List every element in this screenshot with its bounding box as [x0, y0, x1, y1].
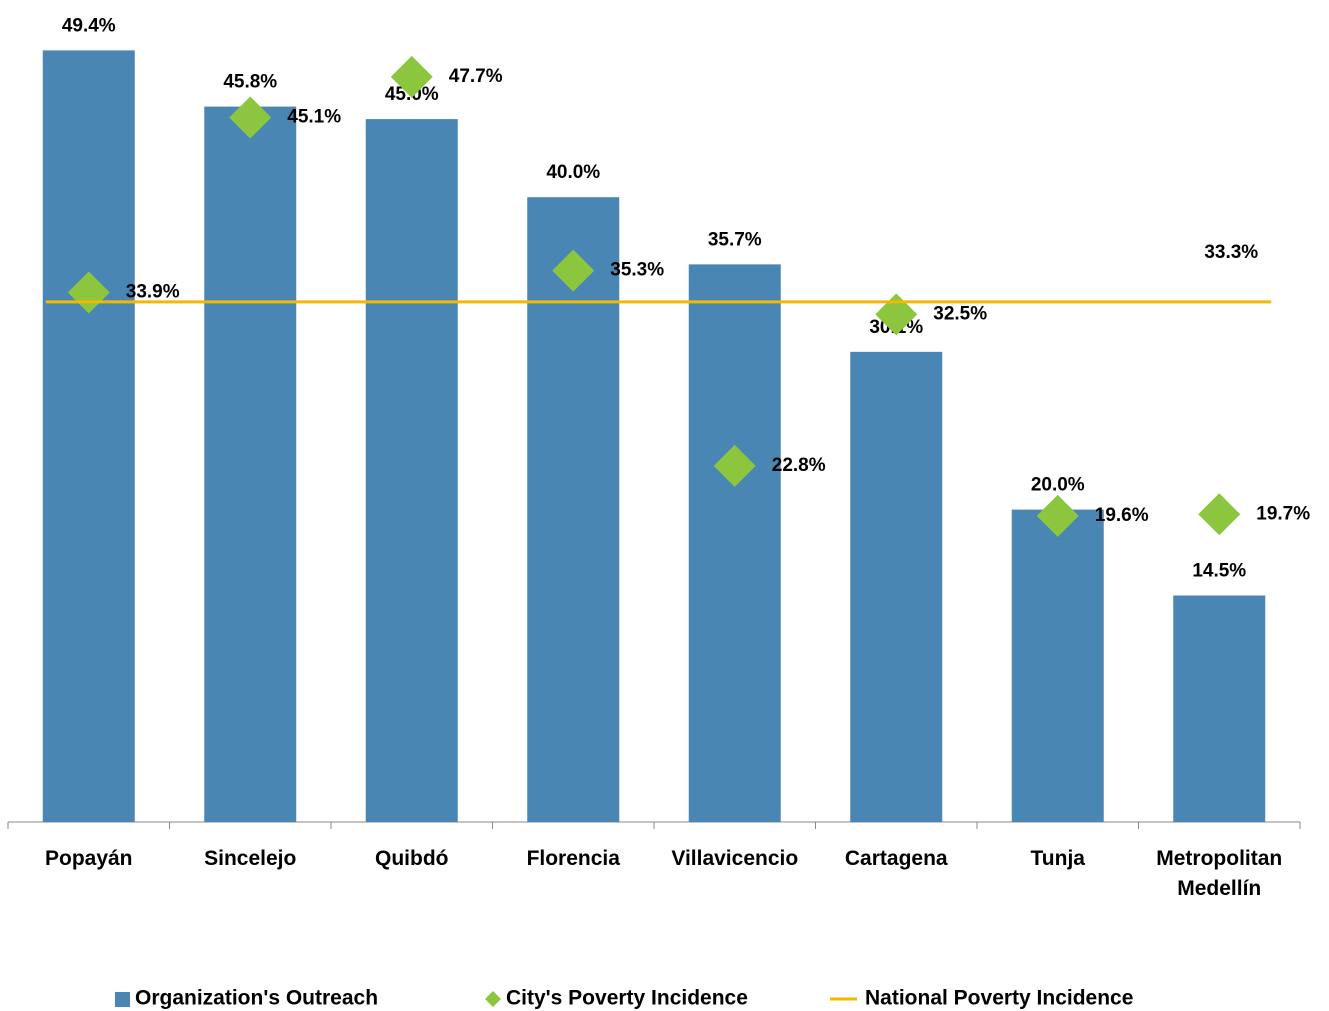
- bar: [1173, 595, 1266, 822]
- data-label: 35.7%: [708, 229, 762, 250]
- bar: [850, 351, 943, 822]
- data-label: 49.4%: [62, 15, 116, 36]
- data-label: 40.0%: [546, 162, 600, 183]
- x-tick-label: Cartagena: [844, 847, 948, 870]
- x-tick-label: Florencia: [526, 847, 620, 870]
- x-tick-label: Metropolitan Medellín: [1156, 847, 1283, 900]
- x-tick-label: Popayán: [44, 847, 133, 870]
- data-label: 19.6%: [1095, 505, 1149, 526]
- bar: [365, 119, 458, 823]
- diamond-marker: [875, 293, 918, 336]
- bar: [42, 50, 135, 822]
- legend-swatch: [115, 992, 130, 1007]
- diamond-marker: [1036, 494, 1079, 537]
- data-label: 45.1%: [287, 107, 341, 128]
- bar: [204, 106, 297, 822]
- diamond-marker: [713, 444, 756, 487]
- diamond-marker: [229, 96, 272, 139]
- data-label: 45.8%: [223, 72, 277, 93]
- legend-label: National Poverty Incidence: [865, 987, 1133, 1010]
- data-label: 20.0%: [1031, 475, 1085, 496]
- diamond-marker: [1198, 493, 1241, 536]
- data-label: 32.5%: [933, 303, 987, 324]
- data-label: 33.9%: [126, 281, 180, 302]
- legend-label: City's Poverty Incidence: [506, 987, 748, 1010]
- bar: [1011, 509, 1104, 822]
- data-label: 35.3%: [610, 260, 664, 281]
- legend-label: Organization's Outreach: [135, 987, 378, 1010]
- legend-swatch: [485, 991, 501, 1007]
- data-label: 47.7%: [449, 66, 503, 87]
- x-tick-label: Quibdó: [375, 847, 449, 870]
- data-label: 33.3%: [1204, 242, 1258, 263]
- data-label: 14.5%: [1192, 561, 1246, 582]
- x-tick-label: Sincelejo: [204, 847, 297, 870]
- diamond-marker: [552, 249, 595, 292]
- data-label: 19.7%: [1256, 503, 1310, 524]
- x-tick-label: Villavicencio: [671, 847, 799, 870]
- data-label: 22.8%: [772, 455, 826, 476]
- bar: [688, 264, 781, 823]
- x-tick-label: Tunja: [1030, 847, 1085, 870]
- diamond-marker: [390, 55, 433, 98]
